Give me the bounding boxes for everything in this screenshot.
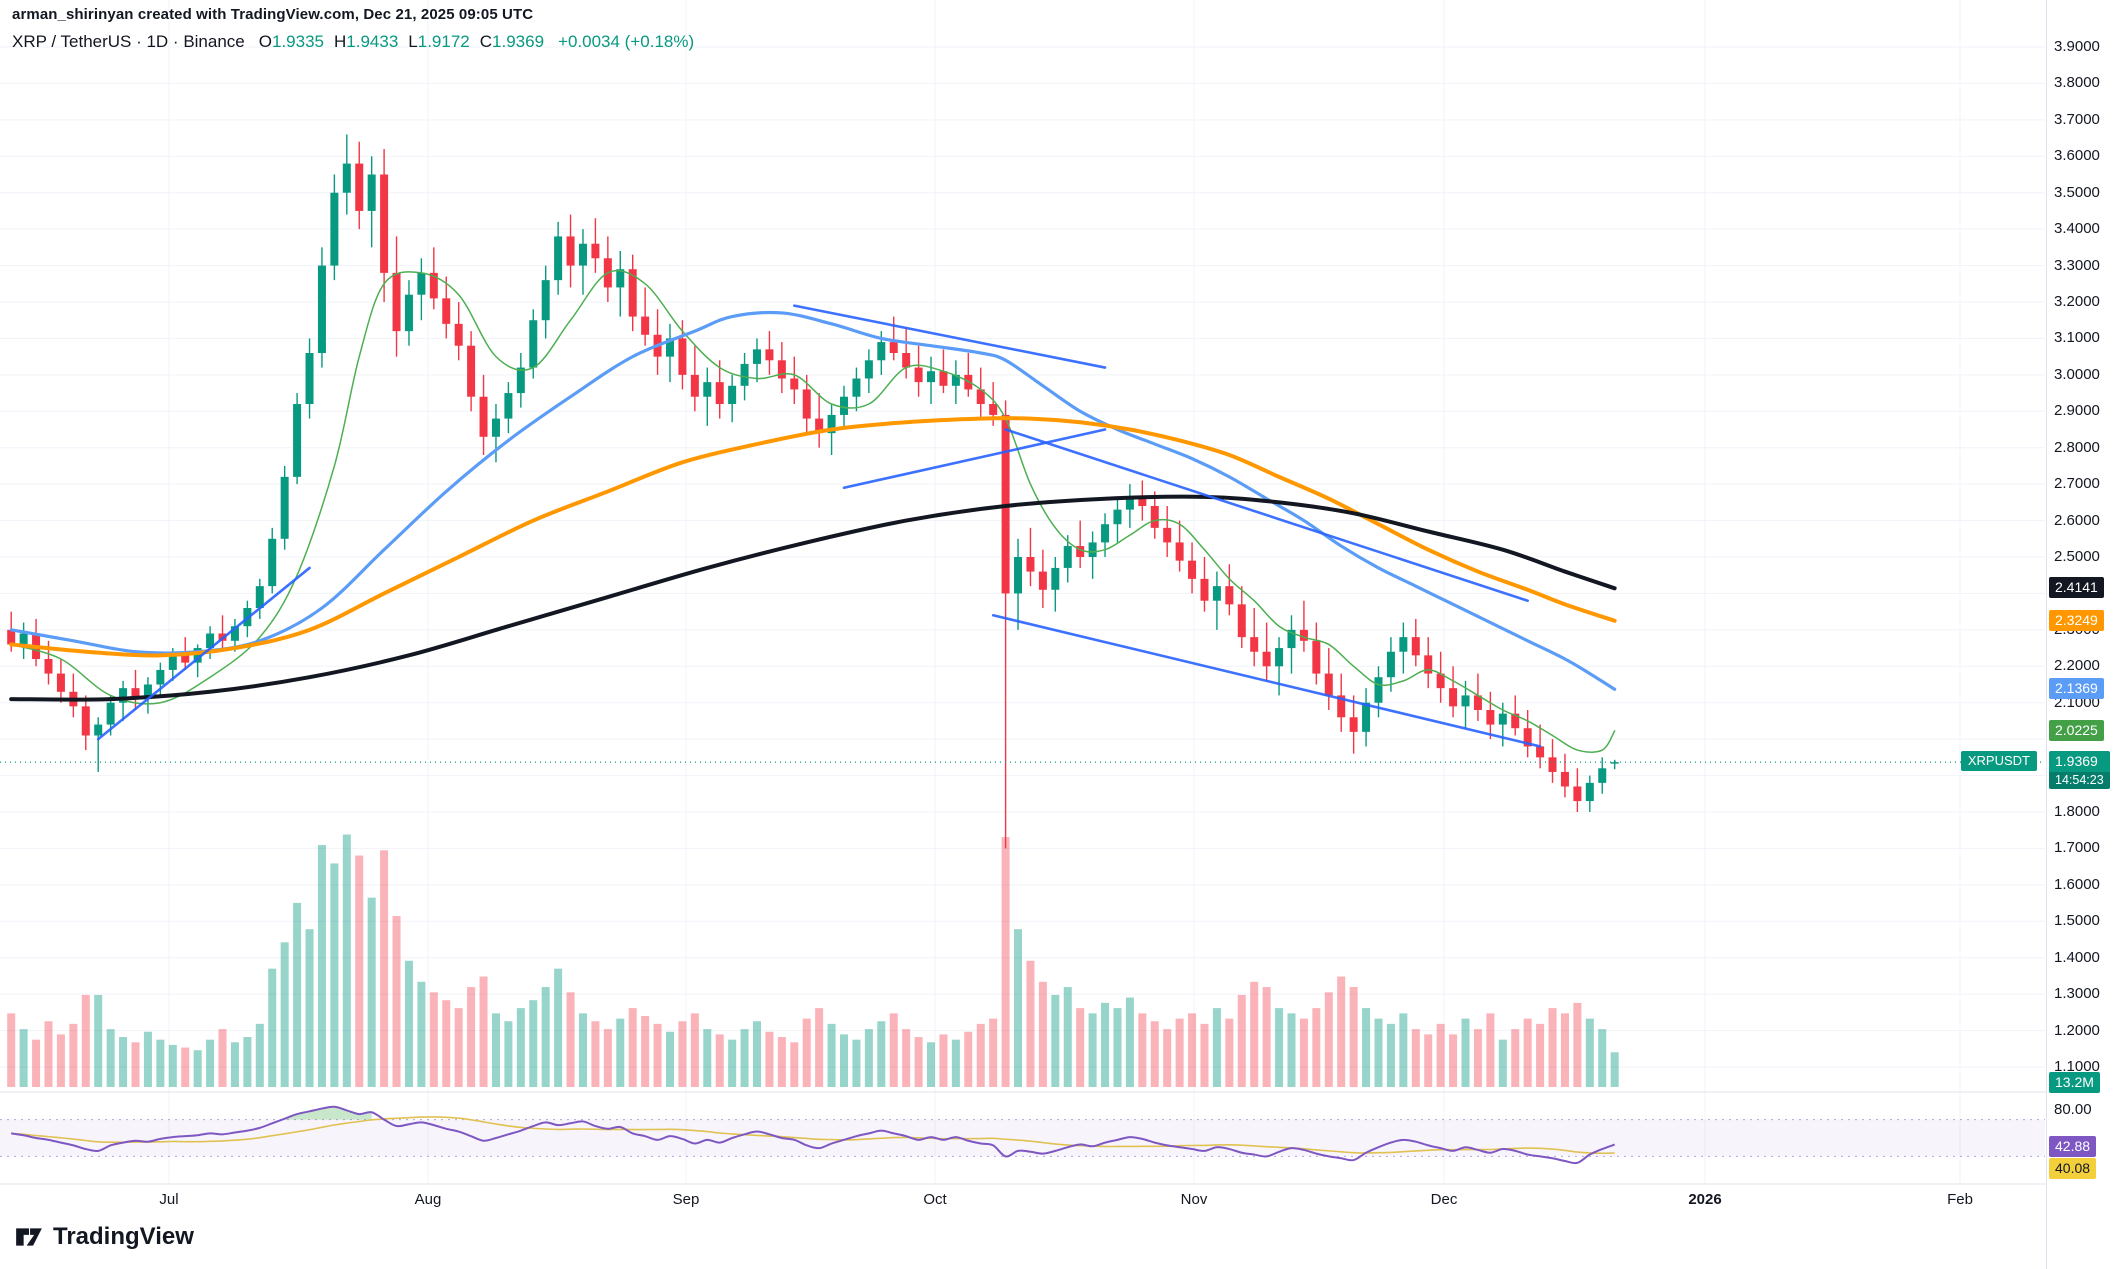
price-axis-label: 2.5000 xyxy=(2054,548,2100,565)
tradingview-logo-text: TradingView xyxy=(53,1223,194,1250)
rsi-axis-label: 80.00 xyxy=(2054,1101,2092,1119)
low-value: 1.9172 xyxy=(417,32,470,51)
open-value: 1.9335 xyxy=(272,32,324,51)
high-value: 1.9433 xyxy=(346,32,399,51)
change-readout: +0.0034 (+0.18%) xyxy=(558,32,695,51)
price-axis-label: 3.0000 xyxy=(2054,365,2100,383)
price-axis-label: 3.1000 xyxy=(2054,329,2100,347)
rsi-ma-value-badge: 40.08 xyxy=(2049,1158,2097,1179)
ma-200-black-line xyxy=(9,494,1617,702)
ma-100-badge: 2.3249 xyxy=(2049,609,2104,631)
ma-50-blue-line xyxy=(9,310,1617,691)
price-axis-label: 3.2000 xyxy=(2054,293,2100,310)
rsi-value-badge: 42.88 xyxy=(2049,1136,2097,1157)
ma-200-badge: 2.4141 xyxy=(2049,577,2104,599)
time-axis-label: 2026 xyxy=(1688,1191,1722,1208)
ma-100-orange-line xyxy=(9,416,1617,658)
candlestick-series xyxy=(7,134,1619,849)
price-axis[interactable]: 3.9000 3.8000 3.7000 3.6000 3.5000 3.4000 3.30… xyxy=(2046,0,2119,1269)
ohlc-readout: O1.9335 H1.9433 L1.9172 C1.9369 xyxy=(259,32,544,52)
bar-countdown: 14:54:23 xyxy=(2049,772,2110,790)
open-label: O xyxy=(258,32,272,51)
time-axis-label: Jul xyxy=(159,1191,179,1208)
close-label: C xyxy=(479,32,493,51)
open-readout: O1.9335 xyxy=(259,32,324,52)
symbol-title[interactable]: XRP / TetherUS · 1D · Binance xyxy=(12,32,245,51)
price-axis-label: 3.8000 xyxy=(2054,74,2100,92)
ma-50-badge: 2.1369 xyxy=(2049,678,2104,700)
price-axis-label: 2.2000 xyxy=(2054,657,2100,675)
price-axis-label: 2.9000 xyxy=(2054,402,2100,420)
price-axis-label: 1.2000 xyxy=(2054,1021,2100,1039)
ma-fast-green-line xyxy=(10,269,1616,753)
time-axis-label: Feb xyxy=(1947,1191,1973,1208)
volume-series xyxy=(7,834,1619,1087)
close-readout: C1.9369 xyxy=(480,32,544,52)
close-value: 1.9369 xyxy=(492,32,545,51)
price-axis-label: 3.4000 xyxy=(2054,220,2100,238)
time-axis-label: Sep xyxy=(672,1191,700,1208)
price-axis-label: 3.6000 xyxy=(2054,147,2100,165)
price-axis-label: 1.6000 xyxy=(2054,875,2100,893)
price-axis-label: 3.7000 xyxy=(2054,110,2100,128)
price-axis-label: 3.5000 xyxy=(2054,183,2100,201)
high-label: H xyxy=(334,32,347,51)
price-axis-label: 2.6000 xyxy=(2054,511,2100,529)
price-axis-label: 1.5000 xyxy=(2054,912,2100,930)
time-axis-label: Oct xyxy=(923,1191,947,1208)
attribution-text: arman_shirinyan created with TradingView… xyxy=(12,6,534,23)
time-axis-label: Nov xyxy=(1180,1191,1208,1208)
rsi-ma-line xyxy=(11,1116,1615,1155)
last-price-badge: 1.9369 14:54:23 xyxy=(2049,751,2110,790)
time-axis[interactable]: Jul Aug Sep Oct Nov Dec 2026 Feb xyxy=(0,1187,2046,1213)
price-axis-label: 1.3000 xyxy=(2054,985,2100,1003)
price-axis-label: 1.8000 xyxy=(2054,803,2100,820)
time-axis-label: Dec xyxy=(1430,1191,1458,1208)
last-price-value: 1.9369 xyxy=(2049,751,2110,773)
trendlines[interactable] xyxy=(96,304,1542,748)
volume-value-badge: 13.2M xyxy=(2049,1072,2100,1093)
price-axis-label: 2.8000 xyxy=(2054,438,2100,456)
price-axis-label: 3.9000 xyxy=(2054,38,2100,55)
high-readout: H1.9433 xyxy=(334,32,398,52)
price-axis-label: 2.7000 xyxy=(2054,475,2100,493)
low-label: L xyxy=(408,32,418,51)
pane-separators xyxy=(0,1091,2119,1185)
price-axis-label: 1.1000 xyxy=(2054,1058,2100,1075)
rsi-line xyxy=(11,1105,1616,1165)
low-readout: L1.9172 xyxy=(408,32,469,52)
tradingview-logo[interactable]: TradingView xyxy=(14,1222,194,1252)
time-axis-label: Aug xyxy=(414,1191,442,1208)
price-axis-label: 1.4000 xyxy=(2054,948,2100,966)
price-axis-label: 1.7000 xyxy=(2054,839,2100,857)
price-axis-label: 3.3000 xyxy=(2054,256,2100,274)
ma-fast-badge: 2.0225 xyxy=(2049,719,2104,741)
tradingview-logo-icon xyxy=(16,1228,42,1246)
rsi-overbought-fill xyxy=(284,1106,372,1120)
symbol-header: XRP / TetherUS · 1D · Binance O1.9335 H1… xyxy=(12,32,694,52)
last-price-symbol-tag: XRPUSDT xyxy=(1960,751,2037,771)
